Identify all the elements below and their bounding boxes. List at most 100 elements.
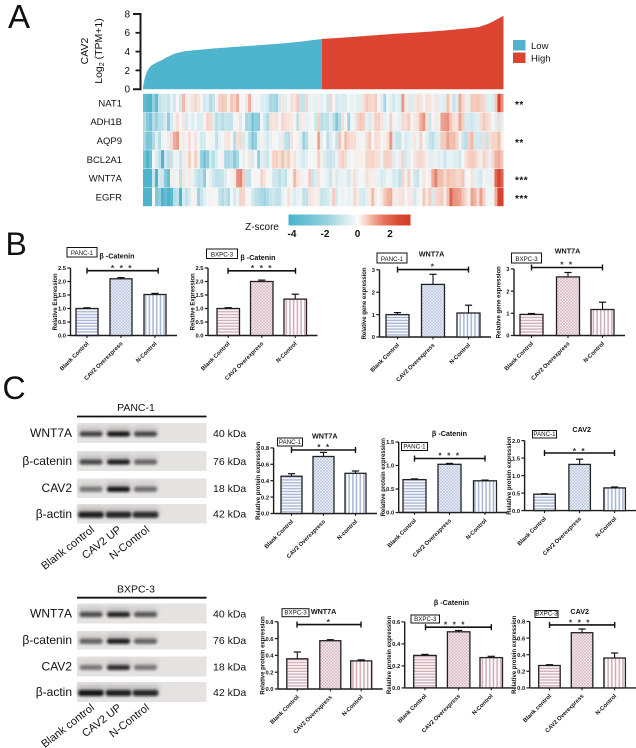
svg-text:N-Control: N-Control [341, 694, 364, 717]
svg-text:0.0: 0.0 [261, 512, 269, 518]
svg-text:* *: * * [573, 446, 586, 456]
svg-text:N-Control: N-Control [595, 693, 618, 716]
svg-text:0.0: 0.0 [512, 509, 520, 515]
svg-text:2: 2 [372, 290, 375, 296]
svg-text:N-Control: N-Control [471, 693, 494, 716]
svg-text:WNT7A: WNT7A [30, 426, 72, 440]
svg-text:0.2: 0.2 [517, 670, 525, 676]
svg-text:0.4: 0.4 [265, 654, 274, 660]
svg-text:WNT7A: WNT7A [311, 607, 337, 616]
svg-text:CAV2 Overexpress: CAV2 Overexpress [224, 341, 265, 382]
svg-text:High: High [531, 54, 551, 65]
svg-text:0.0: 0.0 [386, 511, 394, 517]
svg-text:0.2: 0.2 [265, 670, 273, 676]
svg-text:CAV2: CAV2 [79, 38, 91, 65]
svg-text:* * *: * * * [111, 263, 133, 273]
svg-text:β-actin: β-actin [36, 507, 72, 521]
svg-text:2: 2 [506, 289, 509, 295]
svg-text:0.0: 0.0 [195, 334, 203, 340]
svg-text:0.6: 0.6 [265, 637, 274, 643]
svg-text:CAV2 Overexpress: CAV2 Overexpress [531, 341, 572, 382]
svg-text:0: 0 [124, 85, 130, 96]
svg-text:0.4: 0.4 [517, 653, 526, 659]
svg-text:0.0: 0.0 [265, 687, 273, 693]
svg-text:0.8: 0.8 [265, 620, 274, 626]
svg-text:CAV2: CAV2 [42, 660, 73, 674]
svg-text:β-catenin: β-catenin [22, 633, 72, 647]
svg-text:1.5: 1.5 [195, 293, 204, 299]
svg-text:Relative protein expression: Relative protein expression [261, 616, 267, 695]
svg-text:N-Control: N-Control [465, 518, 488, 541]
svg-text:0.2: 0.2 [261, 495, 269, 501]
svg-text:B: B [6, 226, 27, 262]
svg-text:Relative gene expression: Relative gene expression [497, 266, 503, 338]
svg-text:Relative Expression: Relative Expression [53, 273, 59, 330]
svg-text:1.5: 1.5 [386, 440, 395, 446]
svg-text:EGFR: EGFR [96, 192, 123, 203]
svg-text:1.5: 1.5 [58, 293, 67, 299]
svg-text:N-Control: N-Control [583, 341, 606, 364]
svg-text:0.6: 0.6 [261, 463, 270, 469]
svg-text:CAV2 Overexpress: CAV2 Overexpress [396, 343, 437, 384]
svg-text:**: ** [515, 138, 524, 149]
svg-text:PANC-1: PANC-1 [381, 256, 404, 263]
svg-text:Relative protein expression: Relative protein expression [387, 615, 393, 694]
svg-text:* * *: * * * [438, 451, 460, 461]
svg-text:2: 2 [124, 66, 130, 77]
svg-text:0.6: 0.6 [517, 636, 526, 642]
svg-text:76 kDa: 76 kDa [213, 456, 246, 468]
svg-text:Blank Control: Blank Control [397, 693, 428, 724]
svg-text:β -Catenin: β -Catenin [240, 253, 275, 262]
svg-text:**: ** [515, 100, 524, 111]
svg-text:N-Control: N-Control [275, 341, 298, 364]
svg-text:Blank control: Blank control [522, 693, 553, 724]
svg-text:* *: * * [560, 260, 573, 270]
svg-text:3: 3 [372, 268, 376, 274]
svg-text:1: 1 [506, 312, 510, 318]
svg-text:WNT7A: WNT7A [555, 247, 581, 256]
svg-text:CAV2: CAV2 [42, 481, 73, 495]
svg-text:CAV2 Overexpress: CAV2 Overexpress [421, 694, 462, 735]
svg-text:***: *** [515, 175, 528, 186]
svg-text:Blank Control: Blank Control [59, 341, 90, 372]
svg-text:AQP9: AQP9 [97, 136, 122, 147]
svg-text:CAV2 Overexpress: CAV2 Overexpress [542, 516, 583, 557]
svg-text:0: 0 [355, 229, 361, 240]
svg-text:*: * [431, 262, 436, 272]
svg-text:β -Catenin: β -Catenin [432, 429, 467, 438]
svg-text:2.0: 2.0 [195, 280, 203, 286]
svg-text:40 kDa: 40 kDa [213, 428, 246, 440]
svg-text:-4: -4 [288, 229, 297, 240]
svg-text:β-actin: β-actin [36, 685, 72, 699]
svg-text:C: C [3, 370, 26, 406]
svg-text:CAV2 Overexpress: CAV2 Overexpress [412, 518, 453, 559]
svg-text:0.0: 0.0 [58, 334, 66, 340]
svg-text:1.5: 1.5 [512, 456, 521, 462]
svg-text:β -Catenin: β -Catenin [434, 598, 469, 607]
svg-text:Relative protein expression: Relative protein expression [512, 615, 518, 694]
svg-text:18 kDa: 18 kDa [213, 483, 246, 495]
svg-text:0.8: 0.8 [517, 620, 526, 626]
svg-text:Blank Control: Blank Control [270, 694, 301, 725]
svg-text:18 kDa: 18 kDa [213, 661, 246, 673]
svg-text:0.8: 0.8 [261, 446, 270, 452]
svg-text:* * *: * * * [569, 617, 591, 627]
svg-text:Log2 (TPM+1): Log2 (TPM+1) [93, 18, 106, 83]
svg-text:* *: * * [317, 442, 330, 452]
svg-text:0.4: 0.4 [261, 479, 270, 485]
svg-text:β -Catenin: β -Catenin [99, 252, 134, 261]
svg-text:*: * [327, 617, 332, 627]
svg-text:N-Control: N-Control [449, 342, 472, 365]
svg-text:CAV2 Overexpress: CAV2 Overexpress [293, 695, 334, 736]
svg-text:3: 3 [506, 267, 510, 273]
svg-text:0.0: 0.0 [392, 686, 400, 692]
svg-text:Relative protein expression: Relative protein expression [256, 441, 262, 520]
svg-text:***: *** [515, 194, 528, 205]
svg-text:Blank Control: Blank Control [370, 342, 401, 373]
svg-text:* * *: * * * [251, 263, 273, 273]
svg-text:1: 1 [372, 313, 376, 319]
svg-text:0.0: 0.0 [517, 686, 525, 692]
svg-text:8: 8 [124, 9, 130, 20]
svg-text:42 kDa: 42 kDa [213, 509, 246, 521]
svg-text:CAV2: CAV2 [572, 425, 591, 434]
